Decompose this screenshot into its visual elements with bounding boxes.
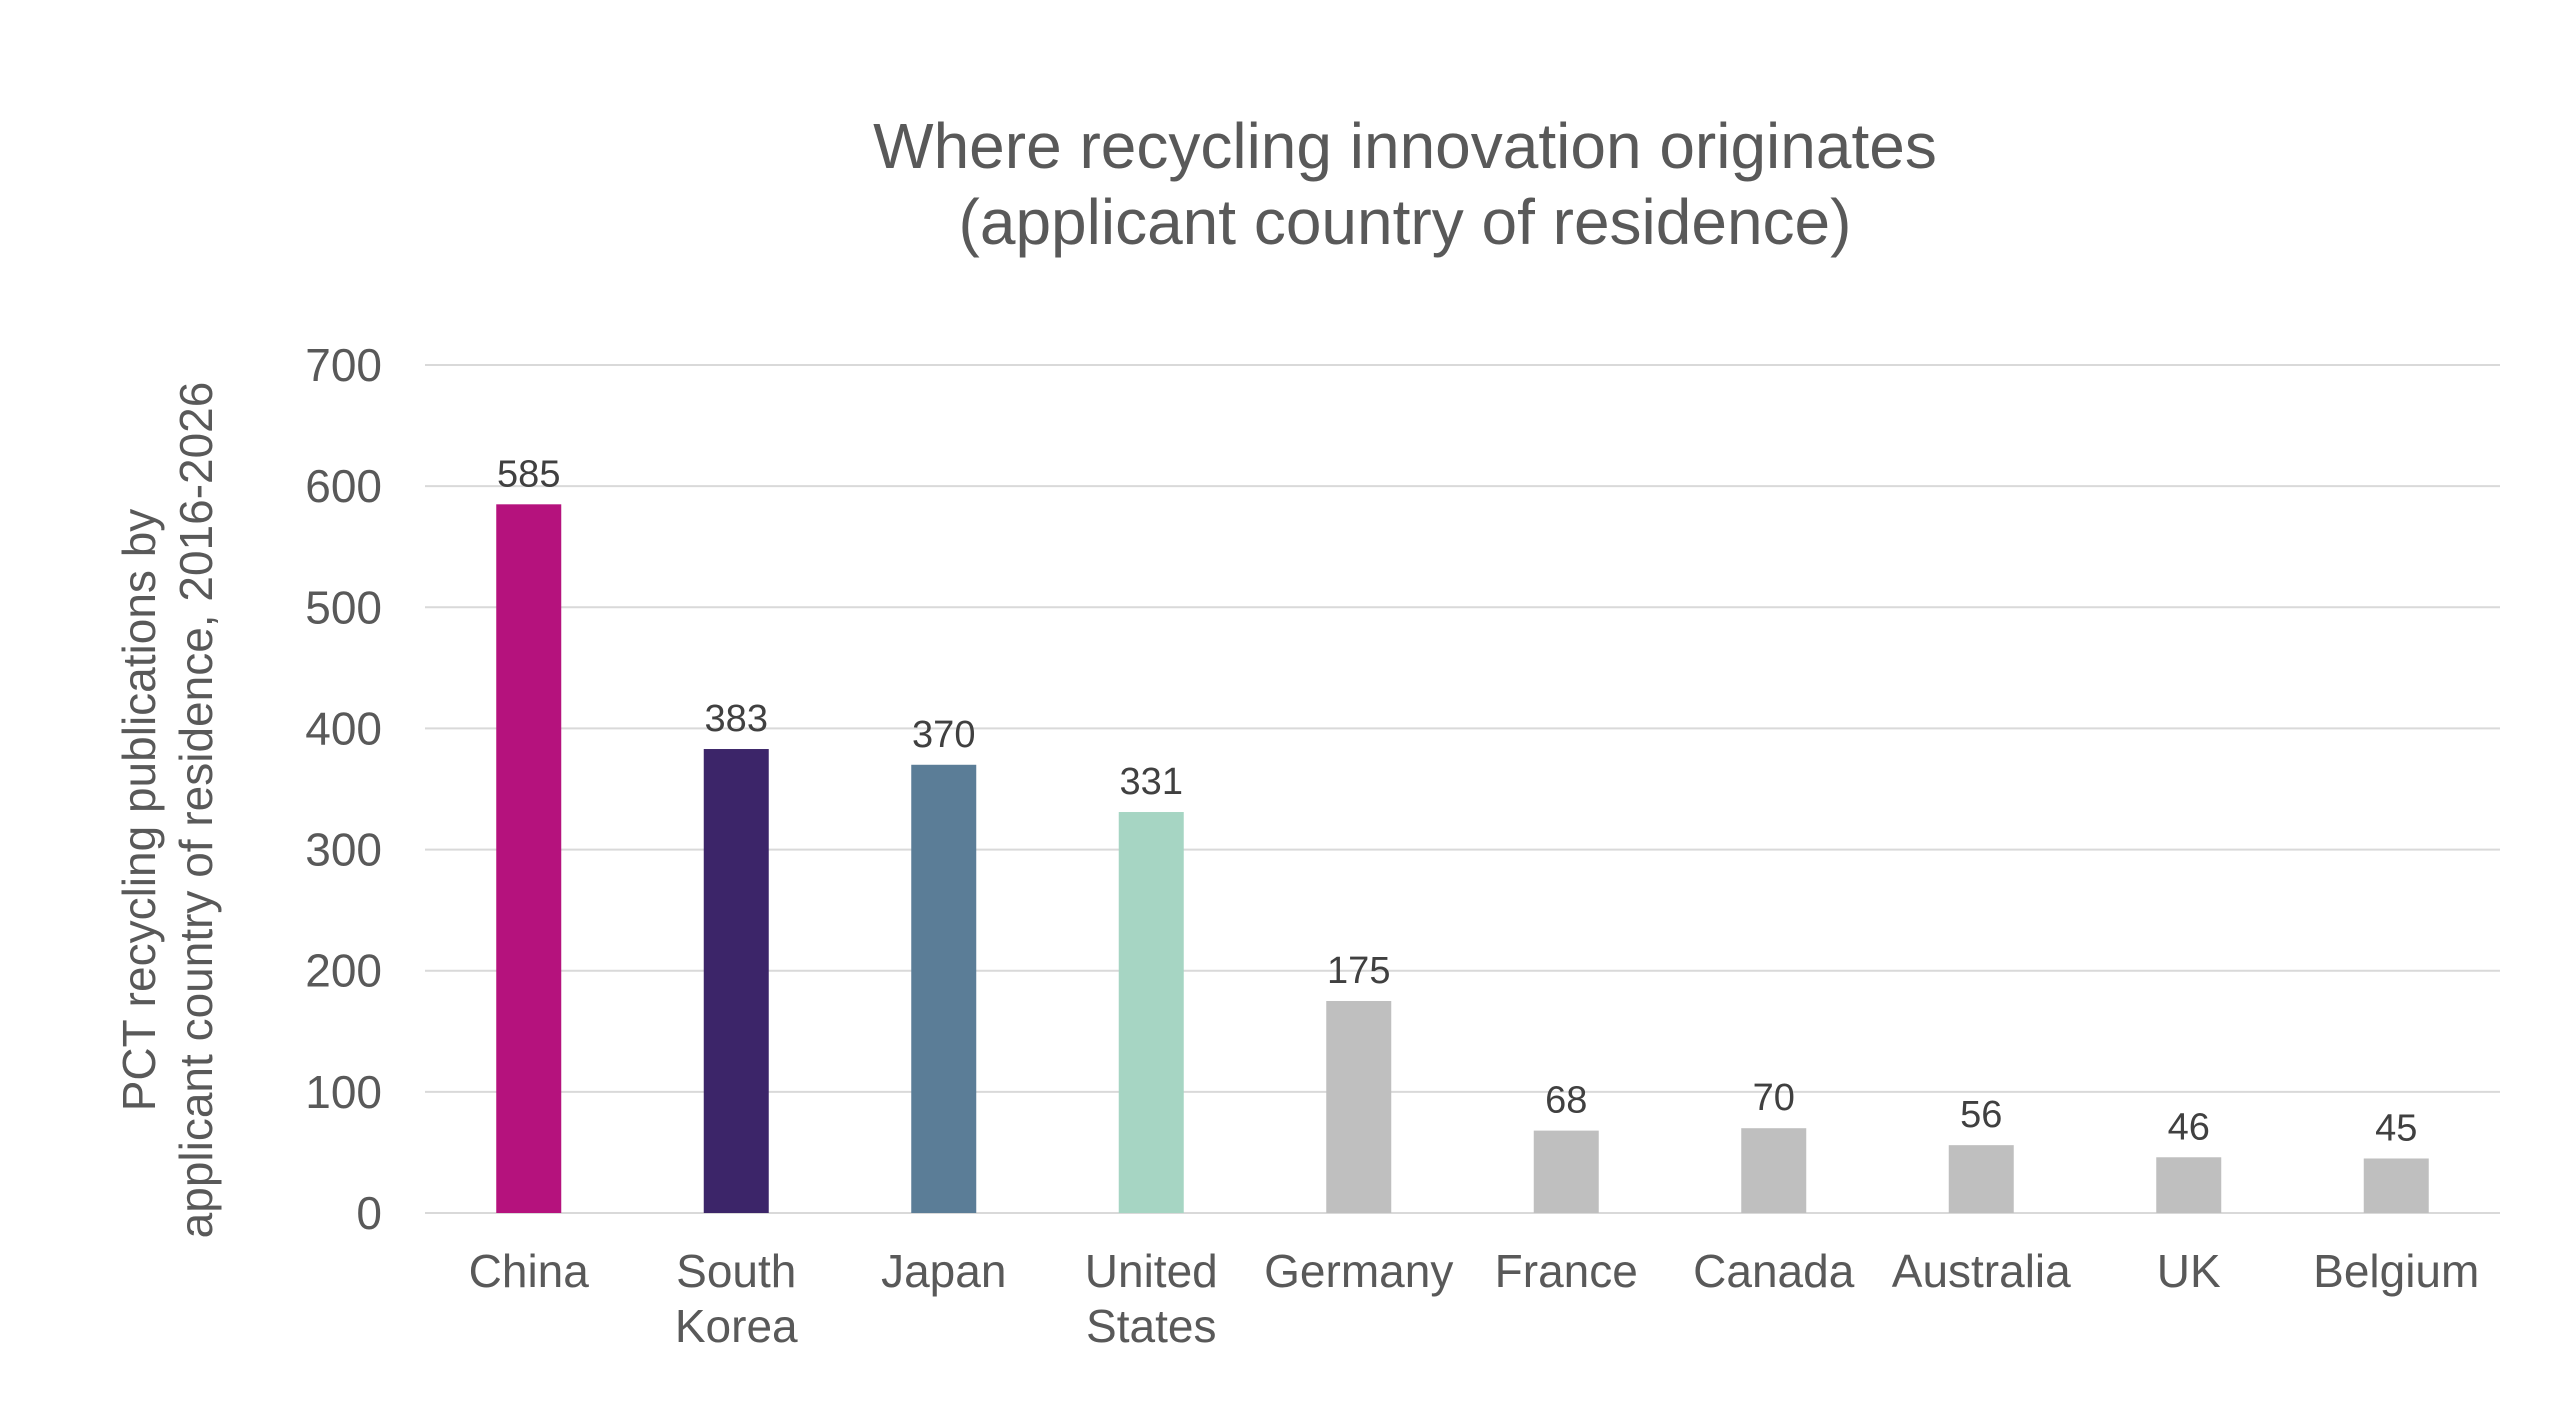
category-label: South <box>676 1245 796 1297</box>
category-label: China <box>469 1245 590 1297</box>
y-axis-ticks: 0 100 200 300 400 500 600 700 <box>305 339 382 1239</box>
bar <box>1741 1128 1806 1213</box>
category-label: Canada <box>1693 1245 1855 1297</box>
y-tick-label: 100 <box>305 1066 382 1118</box>
category-label: Korea <box>675 1300 798 1352</box>
data-label: 331 <box>1120 761 1183 803</box>
data-label: 46 <box>2168 1106 2210 1148</box>
bar <box>1119 812 1184 1213</box>
y-tick-label: 400 <box>305 702 382 754</box>
data-label: 383 <box>705 698 768 740</box>
data-label: 45 <box>2375 1107 2417 1149</box>
data-label: 70 <box>1753 1077 1795 1119</box>
bars <box>496 504 2429 1213</box>
y-tick-label: 600 <box>305 460 382 512</box>
y-axis-label-line: PCT recycling publications by <box>113 509 165 1112</box>
bar <box>2156 1157 2221 1213</box>
x-axis-categories: China SouthKorea Japan UnitedStates Germany F… <box>469 1245 2480 1352</box>
bar <box>496 504 561 1213</box>
chart-title: Where recycling innovation originates(ap… <box>873 110 1937 258</box>
bar <box>911 765 976 1213</box>
data-label: 370 <box>912 714 975 756</box>
data-label: 585 <box>497 453 560 495</box>
bar <box>1949 1145 2014 1213</box>
y-tick-label: 0 <box>356 1187 382 1239</box>
bar <box>1534 1131 1599 1213</box>
category-label: United <box>1085 1245 1218 1297</box>
data-label: 56 <box>1960 1094 2002 1136</box>
y-tick-label: 300 <box>305 824 382 876</box>
category-label: France <box>1495 1245 1638 1297</box>
y-tick-label: 700 <box>305 339 382 391</box>
data-labels: 585 383 370 331 175 68 70 56 46 45 <box>497 453 2417 1149</box>
bar <box>1326 1001 1391 1213</box>
category-label: Belgium <box>2313 1245 2479 1297</box>
category-label: Japan <box>881 1245 1006 1297</box>
chart-title-line: Where recycling innovation originates <box>873 110 1937 182</box>
category-label: UK <box>2157 1245 2221 1297</box>
chart-title-line: (applicant country of residence) <box>959 186 1852 258</box>
y-tick-label: 500 <box>305 581 382 633</box>
y-axis-label: PCT recycling publications byapplicant c… <box>113 382 222 1239</box>
y-tick-label: 200 <box>305 945 382 997</box>
category-label: Germany <box>1264 1245 1453 1297</box>
data-label: 175 <box>1327 950 1390 992</box>
bar <box>2364 1158 2429 1213</box>
bar <box>704 749 769 1213</box>
category-label: Australia <box>1892 1245 2071 1297</box>
y-axis-label-line: applicant country of residence, 2016-202… <box>170 382 222 1239</box>
category-label: States <box>1086 1300 1216 1352</box>
data-label: 68 <box>1545 1080 1587 1122</box>
